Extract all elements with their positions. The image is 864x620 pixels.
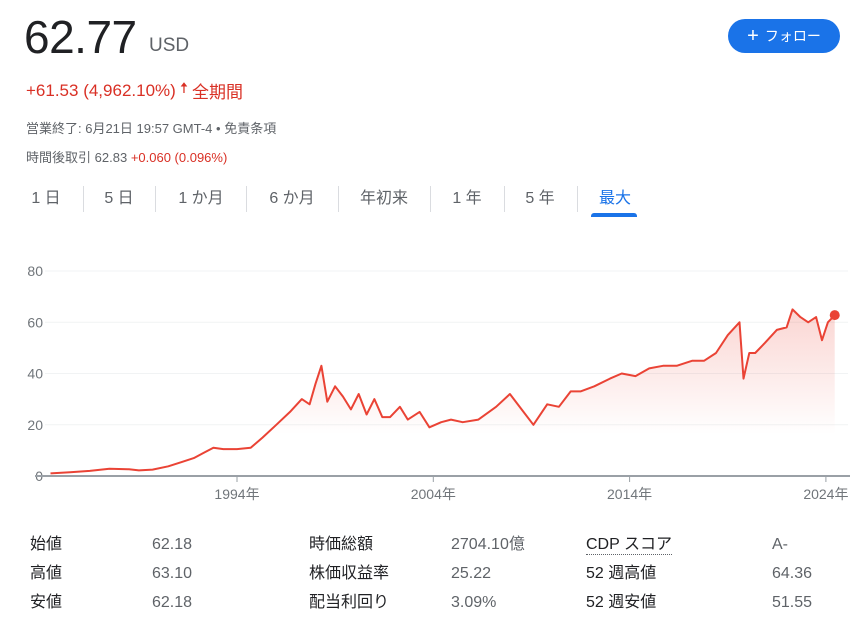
key-stats-table: 始値 62.18 時価総額 2704.10億 CDP スコア A- 高値 63.… (0, 530, 864, 620)
after-hours-price: 62.83 (94, 150, 128, 165)
tab-divider (246, 186, 247, 212)
tab-divider (155, 186, 156, 212)
stat-label: 安値 (30, 594, 63, 611)
stat-value: 2704.10億 (451, 536, 525, 553)
change-value: +61.53 (4,962.10%) (26, 80, 176, 100)
stat-value: 25.22 (451, 565, 492, 582)
tab-ytd[interactable]: 年初来 (359, 190, 409, 207)
stat-label: 配当利回り (309, 594, 390, 611)
active-tab-indicator (591, 213, 637, 217)
tab-1d[interactable]: 1 日 (31, 190, 61, 207)
stat-label: 高値 (30, 565, 63, 582)
x-tick-label: 2024年 (803, 486, 848, 502)
cdp-score-link[interactable]: CDP スコア (586, 536, 672, 555)
tab-divider (430, 186, 431, 212)
after-hours-change: +0.060 (0.096%) (130, 150, 228, 165)
currency-label: USD (149, 35, 190, 56)
status-text: 営業終了: 6月21日 19:57 GMT-4 • (26, 121, 221, 136)
stat-value: 62.18 (152, 594, 193, 611)
price-area-fill (50, 309, 835, 476)
stat-value: 3.09% (451, 594, 497, 611)
y-tick-label: 20 (27, 417, 43, 433)
change-period: 全期間 (192, 83, 244, 102)
follow-label: フォロー (764, 28, 821, 44)
price-line (50, 308, 836, 475)
price-change: +61.53 (4,962.10%) 🠅 全期間 (26, 78, 243, 103)
stat-label: 時価総額 (309, 536, 374, 553)
after-hours-label: 時間後取引 (26, 150, 92, 165)
tab-1y[interactable]: 1 年 (452, 190, 482, 207)
stat-label: 始値 (30, 536, 63, 553)
stat-value: 62.18 (152, 536, 193, 553)
tab-divider (83, 186, 84, 212)
follow-button[interactable]: + フォロー (728, 19, 840, 53)
market-status: 営業終了: 6月21日 19:57 GMT-4 • 免責条項 (26, 118, 276, 137)
stat-label: 52 週安値 (586, 594, 657, 611)
disclaimer-link[interactable]: 免責条項 (224, 121, 277, 136)
last-price-marker (829, 310, 840, 321)
y-tick-label: 40 (27, 366, 43, 382)
x-tick-label: 2004年 (411, 486, 456, 502)
y-tick-label: 60 (27, 314, 43, 330)
tab-1m[interactable]: 1 か月 (178, 190, 224, 207)
arrow-up-icon: 🠅 (179, 80, 189, 97)
tab-divider (338, 186, 339, 212)
stat-value: 64.36 (772, 565, 813, 582)
plus-icon: + (747, 25, 759, 47)
x-tick-label: 1994年 (214, 486, 259, 502)
tab-5y[interactable]: 5 年 (525, 190, 555, 207)
stat-value: 63.10 (152, 565, 193, 582)
stat-value: A- (772, 536, 788, 553)
tab-max[interactable]: 最大 (598, 190, 632, 207)
tab-divider (504, 186, 505, 212)
tab-6m[interactable]: 6 か月 (269, 190, 315, 207)
stat-label: 52 週高値 (586, 565, 657, 582)
range-tabs: 1 日 5 日 1 か月 6 か月 年初来 1 年 5 年 最大 (0, 182, 700, 218)
tab-divider (577, 186, 578, 212)
tab-5d[interactable]: 5 日 (104, 190, 134, 207)
stat-value: 51.55 (772, 594, 813, 611)
after-hours: 時間後取引 62.83 +0.060 (0.096%) (26, 147, 227, 166)
y-tick-label: 80 (27, 263, 43, 279)
current-price: 62.77 (24, 11, 137, 63)
stat-label: 株価収益率 (309, 565, 390, 582)
x-tick-label: 2014年 (607, 486, 652, 502)
